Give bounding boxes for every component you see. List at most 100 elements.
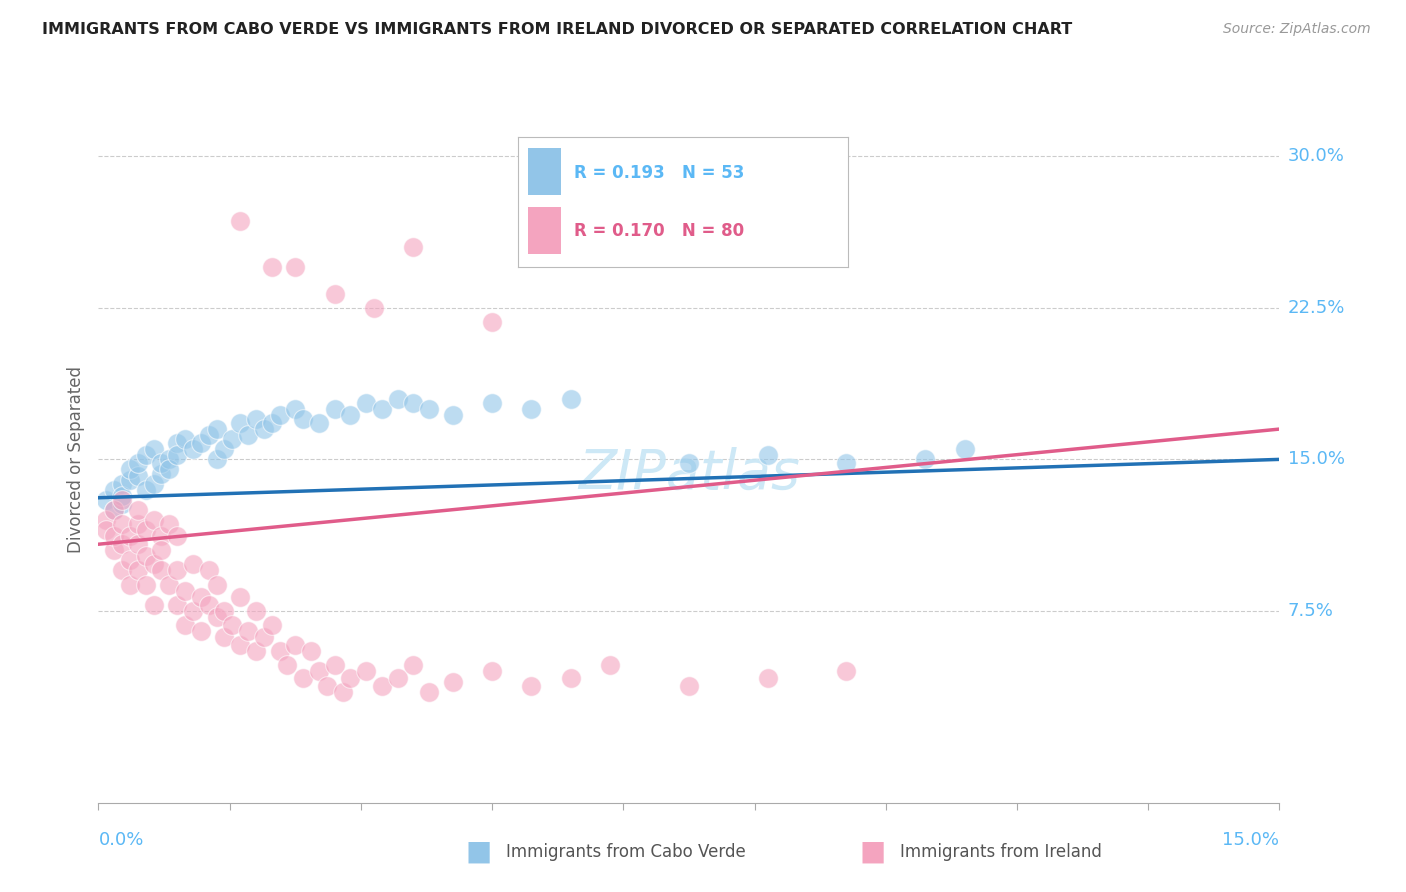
Point xyxy=(402,658,425,673)
Point xyxy=(214,630,236,644)
Point xyxy=(229,590,252,604)
Point xyxy=(135,448,157,462)
Point xyxy=(245,644,267,658)
Point xyxy=(174,432,197,446)
Point xyxy=(142,442,165,457)
Point xyxy=(118,462,141,476)
Point xyxy=(127,457,149,471)
Point xyxy=(96,492,118,507)
Point xyxy=(323,286,346,301)
Point xyxy=(269,644,291,658)
Point xyxy=(118,473,141,487)
Point xyxy=(835,457,858,471)
Point xyxy=(205,452,228,467)
Point xyxy=(214,442,236,457)
Point xyxy=(481,396,503,410)
Point xyxy=(560,392,582,406)
Text: ■: ■ xyxy=(859,838,886,866)
Point xyxy=(284,638,307,652)
Text: 15.0%: 15.0% xyxy=(1288,450,1344,468)
Point xyxy=(339,671,361,685)
Point xyxy=(157,577,180,591)
Point xyxy=(197,564,219,578)
Point xyxy=(150,457,173,471)
Point xyxy=(111,537,134,551)
Point xyxy=(157,462,180,476)
Point xyxy=(221,432,243,446)
Point xyxy=(332,684,354,698)
Point xyxy=(520,679,543,693)
Text: 7.5%: 7.5% xyxy=(1288,602,1334,620)
Point xyxy=(111,489,134,503)
Point xyxy=(111,476,134,491)
Point xyxy=(181,442,204,457)
Text: IMMIGRANTS FROM CABO VERDE VS IMMIGRANTS FROM IRELAND DIVORCED OR SEPARATED CORR: IMMIGRANTS FROM CABO VERDE VS IMMIGRANTS… xyxy=(42,22,1073,37)
Point xyxy=(150,543,173,558)
Point xyxy=(205,422,228,436)
Point xyxy=(103,543,125,558)
Point xyxy=(418,401,440,416)
Point xyxy=(174,583,197,598)
Point xyxy=(111,516,134,531)
Point xyxy=(245,412,267,426)
Point xyxy=(308,665,330,679)
Point xyxy=(166,436,188,450)
Point xyxy=(953,442,976,457)
Point xyxy=(599,658,621,673)
Point xyxy=(142,598,165,612)
Point xyxy=(229,214,252,228)
Point xyxy=(135,577,157,591)
Point xyxy=(205,610,228,624)
Point xyxy=(441,408,464,422)
Point xyxy=(339,408,361,422)
Point xyxy=(205,577,228,591)
Point xyxy=(221,618,243,632)
Point xyxy=(363,301,385,315)
Point xyxy=(142,513,165,527)
Point xyxy=(118,553,141,567)
Text: Immigrants from Ireland: Immigrants from Ireland xyxy=(900,843,1102,861)
Point xyxy=(236,624,259,639)
Point xyxy=(260,260,283,275)
Point xyxy=(387,671,409,685)
Point xyxy=(96,513,118,527)
Point xyxy=(387,392,409,406)
Point xyxy=(174,618,197,632)
Point xyxy=(111,564,134,578)
Point xyxy=(127,537,149,551)
Point xyxy=(214,604,236,618)
Point xyxy=(127,516,149,531)
Point xyxy=(135,523,157,537)
Point xyxy=(150,467,173,481)
Text: Source: ZipAtlas.com: Source: ZipAtlas.com xyxy=(1223,22,1371,37)
Point xyxy=(157,516,180,531)
Point xyxy=(127,503,149,517)
Text: 22.5%: 22.5% xyxy=(1288,299,1346,317)
Point xyxy=(190,436,212,450)
Point xyxy=(236,428,259,442)
Point xyxy=(756,448,779,462)
Point xyxy=(245,604,267,618)
Point xyxy=(190,624,212,639)
Point xyxy=(299,644,322,658)
Point xyxy=(354,665,377,679)
Point xyxy=(142,558,165,572)
Text: 30.0%: 30.0% xyxy=(1288,147,1344,165)
Point xyxy=(253,630,276,644)
Point xyxy=(284,401,307,416)
Text: ZIPatlas: ZIPatlas xyxy=(578,447,800,500)
Point xyxy=(678,679,700,693)
Point xyxy=(111,497,134,511)
Point xyxy=(260,416,283,430)
Point xyxy=(756,671,779,685)
Point xyxy=(402,396,425,410)
Point xyxy=(520,401,543,416)
Point xyxy=(157,452,180,467)
Point xyxy=(441,674,464,689)
Point xyxy=(229,416,252,430)
Point xyxy=(127,468,149,483)
Point xyxy=(150,529,173,543)
Point xyxy=(135,483,157,497)
Point xyxy=(418,684,440,698)
Point xyxy=(269,408,291,422)
